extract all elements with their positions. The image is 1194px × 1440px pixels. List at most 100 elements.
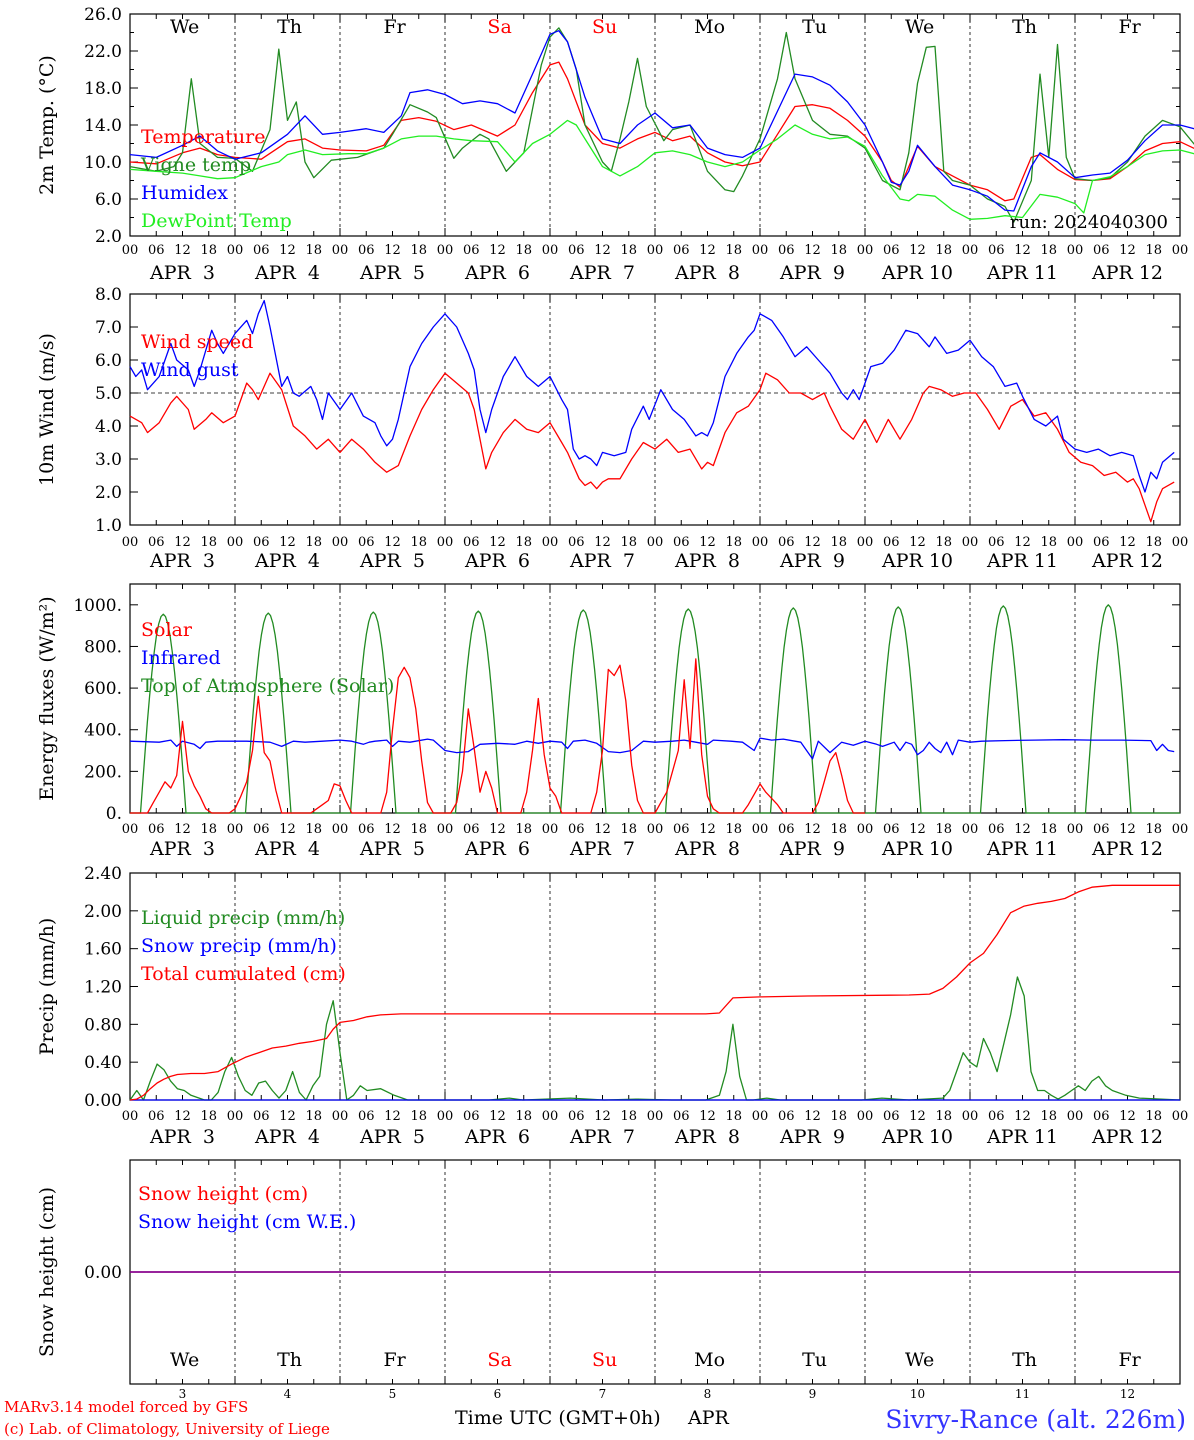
date-label: APR 3 (149, 550, 215, 572)
hour-tick-label: 00 (647, 1109, 664, 1124)
date-label: APR 9 (779, 838, 845, 860)
hour-tick-label: 00 (752, 1109, 769, 1124)
hour-tick-label: 18 (200, 1109, 217, 1124)
hour-tick-label: 18 (1145, 535, 1162, 550)
date-label: APR 12 (1091, 262, 1163, 284)
date-number: 8 (704, 1387, 712, 1401)
y-axis-label: Snow height (cm) (36, 1187, 58, 1357)
panel-energy: 0. 200. 400. 600. 800. 1000. Energy fluxes (W/… (36, 583, 1189, 860)
hour-tick-label: 12 (174, 822, 191, 837)
y-tick-label: 200. (84, 762, 122, 782)
day-name: We (905, 16, 934, 38)
hour-tick-label: 12 (594, 243, 611, 258)
hour-tick-label: 18 (1040, 535, 1057, 550)
hour-tick-label: 12 (279, 822, 296, 837)
day-name: Fr (383, 16, 406, 38)
date-label: APR 10 (881, 262, 953, 284)
hour-tick-label: 00 (227, 822, 244, 837)
hour-tick-label: 00 (332, 822, 349, 837)
hour-tick-label: 00 (332, 535, 349, 550)
hour-tick-label: 18 (620, 1109, 637, 1124)
hour-tick-label: 00 (752, 243, 769, 258)
hour-tick-label: 18 (200, 243, 217, 258)
date-label: APR 8 (674, 550, 740, 572)
legend-entry: Snow precip (mm/h) (141, 935, 337, 957)
y-tick-label: 2.40 (84, 864, 122, 884)
hour-tick-label: 06 (463, 822, 480, 837)
date-label: APR 6 (464, 550, 530, 572)
day-name: Th (277, 1349, 302, 1371)
hour-tick-label: 18 (725, 535, 742, 550)
y-tick-label: 0. (106, 804, 122, 824)
hour-tick-label: 00 (962, 822, 979, 837)
day-name: Fr (1118, 1349, 1141, 1371)
hour-tick-label: 12 (699, 822, 716, 837)
date-label: APR 5 (359, 262, 425, 284)
hour-tick-label: 18 (305, 243, 322, 258)
station-name: Sivry-Rance (alt. 226m) (885, 1405, 1186, 1434)
hour-tick-label: 18 (830, 1109, 847, 1124)
y-tick-label: 10.0 (84, 153, 122, 173)
date-label: APR 9 (779, 550, 845, 572)
hour-tick-label: 00 (1172, 243, 1189, 258)
series-line-infrared (129, 737, 1175, 760)
legend-entry: Snow height (cm) (138, 1183, 308, 1205)
hour-tick-label: 12 (489, 243, 506, 258)
panel-wind: 1.0 2.0 3.0 4.0 5.0 6.0 7.0 8.0 10m Wind (m/s) 00… (36, 285, 1188, 572)
date-label: APR 7 (569, 838, 635, 860)
hour-tick-label: 12 (1119, 1109, 1136, 1124)
hour-tick-label: 18 (1145, 243, 1162, 258)
run-label: run: 2024040300 (1010, 212, 1168, 233)
date-number: 3 (179, 1387, 187, 1401)
legend-entry: DewPoint Temp (141, 210, 292, 232)
hour-tick-label: 12 (594, 1109, 611, 1124)
hour-tick-label: 12 (279, 535, 296, 550)
hour-tick-label: 00 (542, 243, 559, 258)
hour-tick-label: 18 (1040, 243, 1057, 258)
date-number: 9 (809, 1387, 817, 1401)
legend-entry: Wind speed (141, 331, 253, 353)
hour-tick-label: 18 (515, 535, 532, 550)
panel-snow: 0.00 Snow height (cm) We Th Fr Sa Su Mo Tu We Th Fr… (36, 1159, 1181, 1401)
y-axis-label: 2m Temp. (°C) (36, 55, 58, 195)
hour-tick-label: 00 (1067, 535, 1084, 550)
hour-tick-label: 18 (725, 1109, 742, 1124)
hour-tick-label: 12 (174, 1109, 191, 1124)
hour-tick-label: 12 (1014, 535, 1031, 550)
date-number: 11 (1015, 1387, 1030, 1401)
hour-tick-label: 06 (1093, 822, 1110, 837)
hour-tick-label: 12 (909, 243, 926, 258)
y-axis-label: 10m Wind (m/s) (36, 333, 58, 486)
date-label: APR 3 (149, 262, 215, 284)
date-label: APR 8 (674, 838, 740, 860)
hour-tick-label: 00 (227, 243, 244, 258)
panel-precip: 0.00 0.40 0.80 1.20 1.60 2.00 2.40 Precip (mm/h… (36, 864, 1188, 1148)
series-line-wind-gust (129, 299, 1175, 493)
hour-tick-label: 00 (1172, 822, 1189, 837)
hour-tick-label: 12 (489, 1109, 506, 1124)
series-line-top-of-atmosphere-solar- (130, 604, 1180, 814)
y-tick-label: 1000. (73, 596, 122, 616)
hour-tick-label: 18 (515, 822, 532, 837)
hour-tick-label: 12 (279, 1109, 296, 1124)
hour-tick-label: 12 (384, 535, 401, 550)
series-line-solar (130, 658, 865, 814)
hour-tick-label: 18 (1040, 1109, 1057, 1124)
hour-tick-label: 06 (673, 243, 690, 258)
hour-tick-label: 00 (1067, 1109, 1084, 1124)
hour-tick-label: 06 (883, 243, 900, 258)
hour-tick-label: 12 (909, 1109, 926, 1124)
hour-tick-label: 12 (1119, 822, 1136, 837)
hour-tick-label: 00 (962, 243, 979, 258)
date-number: 5 (389, 1387, 397, 1401)
date-label: APR 11 (986, 550, 1058, 572)
hour-tick-label: 00 (542, 535, 559, 550)
hour-tick-label: 00 (122, 535, 139, 550)
hour-tick-label: 06 (568, 1109, 585, 1124)
date-label: APR 7 (569, 1126, 635, 1148)
hour-tick-label: 00 (857, 243, 874, 258)
hour-tick-label: 00 (857, 822, 874, 837)
hour-tick-label: 12 (174, 535, 191, 550)
day-name: Th (277, 16, 302, 38)
